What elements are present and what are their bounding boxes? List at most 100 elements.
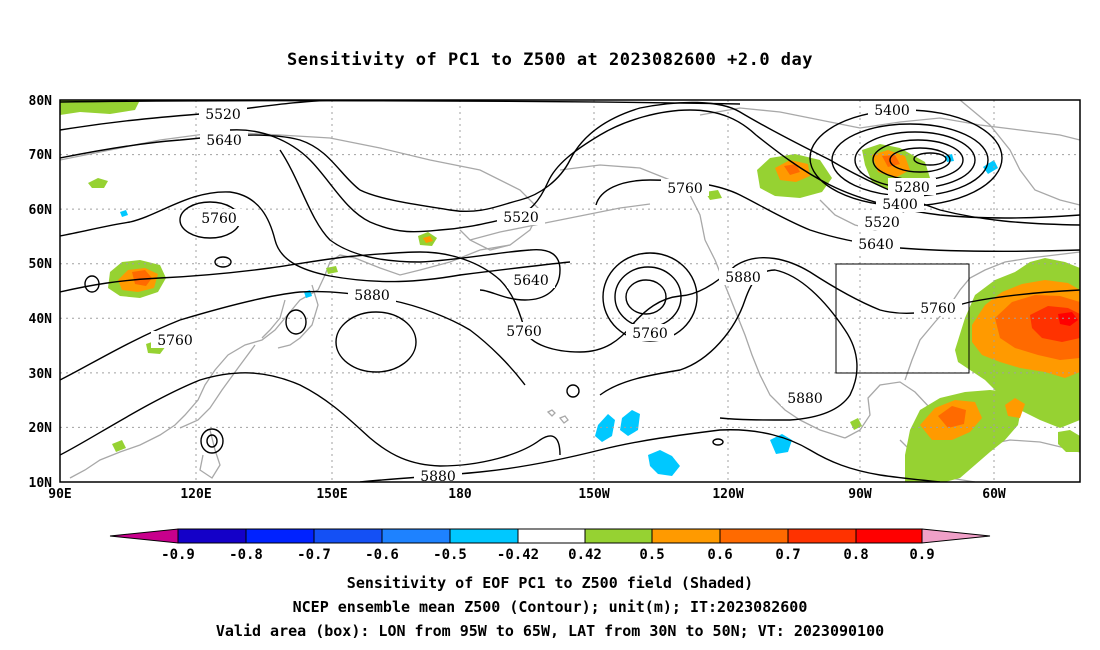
colorbar-segment: [177, 528, 247, 544]
colorbar-label: -0.6: [365, 547, 399, 563]
colorbar-segment: [381, 528, 451, 544]
coastline-china: [179, 344, 256, 429]
shade-patch-greenland-neg: [983, 160, 998, 174]
contour-label: 5760: [201, 211, 237, 227]
colorbar-segment: [855, 528, 923, 544]
shade-patch-atlantic-south: [1005, 398, 1025, 418]
contour-label: 5520: [864, 215, 900, 231]
lon-label: 90W: [848, 487, 872, 502]
contour-small-1: [214, 256, 232, 268]
contour-line-5760-upper: [595, 179, 1080, 253]
colorbar-label: 0.5: [639, 547, 664, 563]
lat-label: 80N: [29, 94, 53, 109]
caption-line-3: Valid area (box): LON from 95W to 65W, L…: [215, 622, 885, 640]
contour-small-2: [84, 275, 100, 293]
coastline-arctic-archipelago: [699, 107, 1080, 141]
z500-contours: [60, 100, 1080, 482]
lat-axis-labels: 80N 70N 60N 50N 40N 30N 20N 10N: [29, 94, 53, 491]
contour-label: 5520: [503, 210, 539, 226]
contour-high-5880: [335, 311, 417, 373]
contour-label: 5400: [874, 103, 910, 119]
lon-label: 150E: [316, 487, 347, 502]
contour-small-5: [200, 428, 224, 454]
contour-line-5880-bottom: [359, 429, 941, 482]
map-title: Sensitivity of PC1 to Z500 at 2023082600…: [286, 50, 813, 70]
coastline-korea: [261, 299, 286, 339]
contour-small-4: [566, 384, 580, 398]
shade-patch-mongolia-core: [132, 270, 152, 286]
colorbar-label: -0.5: [433, 547, 467, 563]
lat-label: 40N: [29, 312, 53, 327]
map-plot-area: 5520 5640 5760 5520 5640 5760 5880 5760 …: [59, 99, 1081, 485]
shade-patch-pacific-neg-3: [648, 450, 680, 476]
shade-patch-china-south: [112, 440, 126, 452]
shade-patch-canada-small: [705, 190, 722, 200]
caption-line-1: Sensitivity of EOF PC1 to Z500 field (Sh…: [346, 574, 754, 592]
lat-label: 70N: [29, 148, 53, 163]
lat-label: 10N: [29, 476, 53, 491]
shade-patch-atlantic-max: [1058, 312, 1078, 326]
lon-label: 150W: [578, 487, 609, 502]
shade-patch-siberia-small: [88, 178, 108, 188]
contour-label: 5880: [354, 288, 390, 304]
contour-line-5880-west: [60, 290, 526, 386]
colorbar-arrow-right: [921, 528, 991, 544]
contour-label: 5640: [858, 237, 894, 253]
contour-label-group: 5520 5640 5760 5520 5640 5760 5880 5760 …: [151, 101, 962, 485]
coastline-north-america-east: [904, 251, 1080, 381]
colorbar-label: -0.42: [497, 547, 539, 563]
contour-label: 5760: [632, 326, 668, 342]
colorbar: -0.9 -0.8 -0.7 -0.6 -0.5 -0.42 0.42 0.5 …: [109, 528, 991, 563]
contour-label: 5640: [513, 273, 549, 289]
contour-line-5760-west: [60, 191, 571, 283]
valid-area-box: [835, 263, 970, 374]
shade-patch-pacific-neg-1: [595, 414, 615, 442]
coastline-asia-east: [69, 244, 511, 479]
contour-line-5520-mid: [229, 109, 1080, 233]
lat-label: 20N: [29, 421, 53, 436]
shade-patch-arctic-west: [60, 100, 140, 115]
contour-line-5880-south: [60, 372, 561, 467]
shade-patch-pacific-neg-2: [620, 410, 640, 436]
colorbar-segment: [517, 528, 586, 544]
lon-label: 90E: [48, 487, 71, 502]
coastline-asia-north: [60, 131, 541, 251]
lon-label: 180: [448, 487, 472, 502]
sensitivity-shading: [60, 100, 1080, 482]
contour-low-core: [625, 279, 667, 315]
contour-label: 5760: [506, 324, 542, 340]
colorbar-segment: [719, 528, 789, 544]
shade-patch-okhotsk-core: [423, 236, 433, 243]
contour-label: 5760: [667, 181, 703, 197]
lat-label: 60N: [29, 203, 53, 218]
colorbar-label: 0.6: [707, 547, 732, 563]
contour-label: 5640: [206, 133, 242, 149]
colorbar-label: -0.9: [161, 547, 195, 563]
contour-line-5400: [60, 100, 741, 105]
colorbar-arrow-left: [109, 528, 179, 544]
colorbar-segment: [584, 528, 653, 544]
contour-label: 5400: [882, 197, 918, 213]
contour-label: 5520: [205, 107, 241, 123]
colorbar-segment: [787, 528, 857, 544]
colorbar-label: 0.42: [568, 547, 602, 563]
lon-label: 120E: [180, 487, 211, 502]
colorbar-label: -0.8: [229, 547, 263, 563]
lon-label: 60W: [982, 487, 1006, 502]
colorbar-segment: [313, 528, 383, 544]
contour-line-5880-east: [599, 269, 858, 421]
caption-line-2: NCEP ensemble mean Z500 (Contour); unit(…: [292, 598, 808, 616]
contour-line-5760-main: [60, 251, 1080, 353]
coastline-aleutians: [469, 203, 651, 241]
lon-axis-labels: 90E 120E 150E 180 150W 120W 90W 60W: [48, 487, 1006, 502]
contour-polar-low-1: [889, 147, 951, 173]
contour-small-6: [206, 434, 218, 448]
contour-line-5640-pacific: [279, 149, 561, 301]
contour-small-7: [712, 438, 724, 446]
contour-polar-low-core: [913, 152, 947, 166]
colorbar-segment: [245, 528, 315, 544]
shade-patch-baffin-core: [882, 155, 900, 167]
lon-label: 120W: [712, 487, 743, 502]
contour-label: 5880: [420, 469, 456, 485]
